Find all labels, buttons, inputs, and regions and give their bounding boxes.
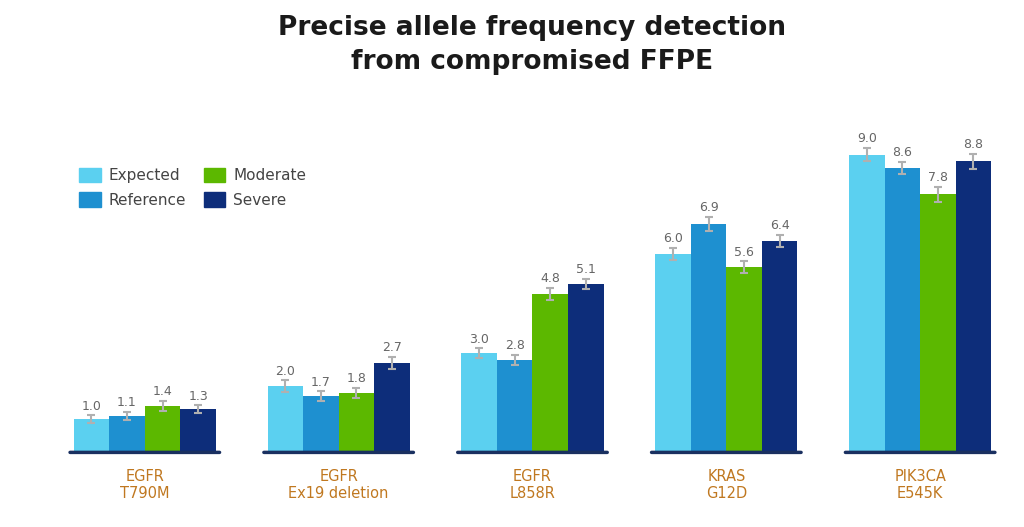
Bar	[74, 419, 110, 452]
Text: 5.1: 5.1	[575, 263, 596, 276]
Bar	[568, 284, 603, 452]
Text: 5.6: 5.6	[734, 246, 754, 259]
Bar	[691, 224, 726, 452]
Text: 3.0: 3.0	[469, 333, 489, 346]
Text: 1.7: 1.7	[311, 376, 331, 388]
Text: 2.7: 2.7	[382, 341, 401, 355]
Text: 1.3: 1.3	[188, 390, 208, 403]
Bar	[144, 406, 180, 452]
Text: 2.8: 2.8	[505, 339, 524, 352]
Text: 6.0: 6.0	[664, 232, 683, 245]
Bar	[726, 267, 762, 452]
Text: 8.8: 8.8	[964, 138, 983, 151]
Text: 2.0: 2.0	[275, 365, 295, 378]
Bar	[462, 353, 497, 452]
Legend: Expected, Reference, Moderate, Severe: Expected, Reference, Moderate, Severe	[73, 162, 312, 214]
Bar	[655, 254, 691, 452]
Text: 6.4: 6.4	[770, 219, 790, 232]
Bar	[762, 241, 798, 452]
Text: 1.0: 1.0	[82, 399, 101, 413]
Text: 6.9: 6.9	[698, 201, 719, 214]
Bar	[921, 194, 955, 452]
Bar	[497, 360, 532, 452]
Bar	[303, 396, 339, 452]
Bar	[180, 409, 216, 452]
Title: Precise allele frequency detection
from compromised FFPE: Precise allele frequency detection from …	[279, 15, 786, 75]
Text: 9.0: 9.0	[857, 132, 877, 145]
Text: 8.6: 8.6	[893, 147, 912, 159]
Bar	[532, 294, 568, 452]
Bar	[849, 154, 885, 452]
Text: 1.8: 1.8	[346, 372, 367, 385]
Bar	[267, 386, 303, 452]
Bar	[955, 161, 991, 452]
Text: 1.1: 1.1	[117, 396, 137, 409]
Bar	[374, 363, 410, 452]
Bar	[339, 393, 374, 452]
Bar	[110, 416, 144, 452]
Text: 7.8: 7.8	[928, 171, 948, 184]
Text: 1.4: 1.4	[153, 385, 172, 398]
Bar	[885, 168, 921, 452]
Text: 4.8: 4.8	[541, 272, 560, 285]
